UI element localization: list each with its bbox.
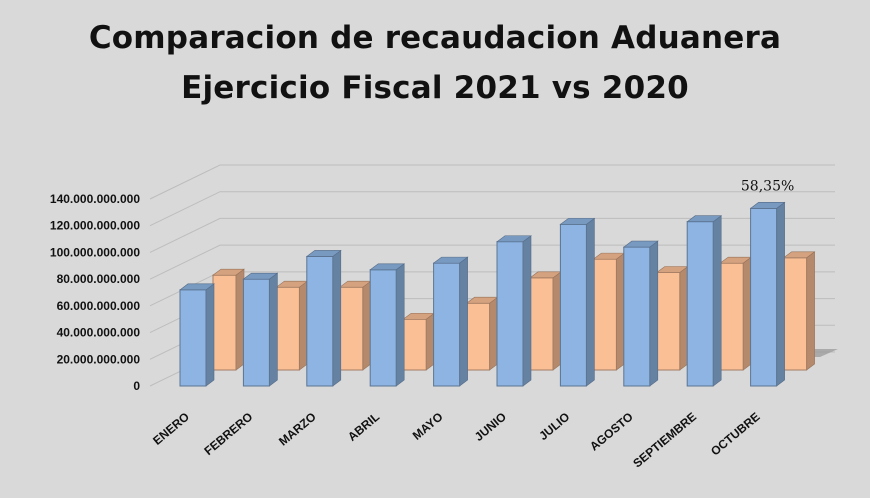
chart-subtitle: Ejercicio Fiscal 2021 vs 2020	[181, 70, 689, 106]
data-label: 58,35%	[741, 178, 794, 194]
bar-2020	[275, 280, 309, 371]
bar-2021	[496, 235, 532, 387]
y-tick-label: 120.000.000.000	[50, 219, 140, 233]
bar-2021	[622, 240, 659, 387]
x-tick-label: SEPTIEMBRE	[630, 410, 699, 471]
bar-2021	[559, 217, 596, 387]
bar-2021	[749, 201, 786, 387]
bar-2020	[465, 296, 499, 371]
y-tick-label: 20.000.000.000	[57, 352, 141, 366]
x-tick-label: MAYO	[410, 410, 446, 443]
bar-2021	[305, 249, 342, 387]
bar-2020	[655, 265, 689, 371]
x-tick-label: JUNIO	[472, 410, 509, 444]
bar-2021	[179, 283, 215, 387]
gridline	[149, 191, 835, 227]
bar-2020	[529, 271, 562, 371]
x-tick-label: ABRIL	[345, 410, 382, 444]
x-tick-label: OCTUBRE	[708, 410, 762, 459]
bar-2021	[369, 263, 406, 387]
bar-2021	[432, 256, 469, 387]
x-tick-label: JULIO	[536, 410, 572, 443]
y-tick-label: 80.000.000.000	[57, 272, 141, 286]
y-tick-label: 140.000.000.000	[50, 192, 140, 206]
y-tick-label: 40.000.000.000	[57, 326, 141, 340]
bar-2020	[719, 256, 753, 371]
x-tick-label: MARZO	[276, 410, 319, 449]
bar-2020	[338, 280, 372, 371]
bar-2020	[782, 251, 816, 371]
y-tick-label: 0	[133, 379, 140, 393]
x-tick-label: AGOSTO	[587, 410, 636, 454]
gridline	[149, 217, 835, 253]
bar-2020	[402, 312, 436, 371]
bar-2021	[242, 272, 279, 387]
y-tick-label: 100.000.000.000	[50, 245, 140, 259]
gridline	[149, 164, 835, 200]
bar-2021	[686, 215, 723, 387]
x-tick-label: FEBRERO	[201, 410, 255, 458]
y-tick-label: 60.000.000.000	[57, 299, 141, 313]
bar-2020	[592, 252, 626, 371]
chart-title: Comparacion de recaudacion Aduanera	[88, 20, 782, 56]
x-tick-label: ENERO	[150, 410, 192, 448]
bar-2020	[212, 268, 245, 371]
